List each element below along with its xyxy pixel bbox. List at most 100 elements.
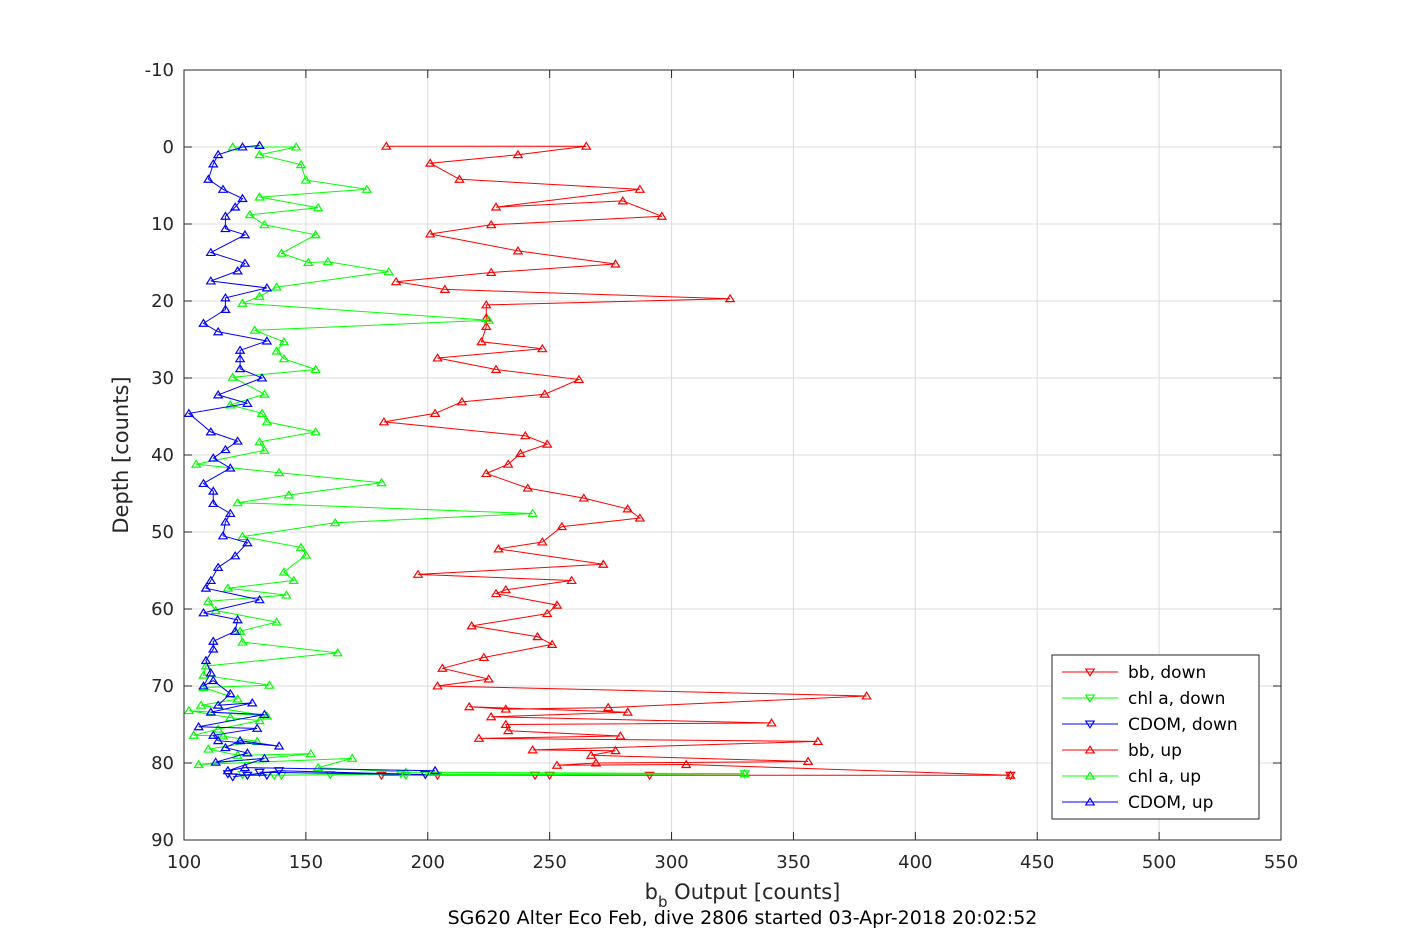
data-point-marker bbox=[456, 396, 468, 406]
data-point-marker bbox=[198, 478, 209, 488]
legend-box bbox=[1051, 654, 1260, 820]
data-point-marker bbox=[644, 771, 655, 781]
legend-swatch-marker bbox=[1084, 745, 1096, 754]
data-point-marker bbox=[217, 530, 229, 540]
y-tick-label: 70 bbox=[151, 676, 174, 697]
data-point-marker bbox=[254, 192, 265, 201]
data-point-marker bbox=[229, 626, 241, 635]
data-point-marker bbox=[500, 704, 512, 713]
data-point-marker bbox=[278, 353, 290, 363]
legend-label: bb, up bbox=[1128, 741, 1182, 761]
data-point-marker bbox=[476, 336, 487, 346]
data-point-marker bbox=[242, 771, 253, 781]
data-point-marker bbox=[383, 266, 395, 276]
data-point-marker bbox=[198, 682, 209, 692]
data-point-marker bbox=[424, 229, 436, 238]
data-point-marker bbox=[254, 594, 265, 604]
data-point-marker bbox=[329, 517, 341, 527]
y-tick-label: 90 bbox=[151, 830, 174, 851]
legend-item[interactable]: chl a, up bbox=[1062, 767, 1201, 787]
data-point-marker bbox=[303, 257, 314, 267]
series-line bbox=[187, 145, 436, 772]
data-point-marker bbox=[212, 390, 224, 399]
data-point-marker bbox=[622, 503, 633, 513]
data-point-marker bbox=[276, 248, 287, 257]
x-tick-label: 300 bbox=[654, 852, 688, 873]
data-point-marker bbox=[615, 731, 626, 740]
legend-item[interactable]: CDOM, up bbox=[1062, 793, 1213, 813]
series-cdom-down bbox=[222, 767, 431, 782]
y-tick-label: 10 bbox=[151, 214, 174, 235]
x-tick-label: 500 bbox=[1142, 852, 1176, 873]
data-point-marker bbox=[259, 709, 270, 719]
data-point-marker bbox=[256, 373, 268, 382]
data-point-marker bbox=[610, 259, 621, 268]
axis-ticks: 100 150 200 250 300 350 400 450 500 550 -10 0 10 20 30… bbox=[145, 60, 1299, 873]
data-point-marker bbox=[439, 284, 451, 293]
data-point-marker bbox=[229, 550, 241, 560]
data-point-marker bbox=[222, 765, 234, 775]
data-point-marker bbox=[512, 149, 524, 159]
data-point-marker bbox=[273, 467, 285, 477]
data-point-marker bbox=[242, 398, 253, 407]
data-point-marker bbox=[225, 508, 236, 518]
data-point-marker bbox=[198, 681, 209, 690]
data-point-marker bbox=[203, 596, 214, 605]
data-point-marker bbox=[481, 321, 492, 330]
grid-lines bbox=[183, 69, 1282, 841]
x-tick-label: 150 bbox=[289, 852, 323, 873]
data-point-marker bbox=[527, 508, 538, 518]
data-point-marker bbox=[483, 674, 495, 683]
data-point-marker bbox=[254, 715, 265, 725]
data-point-marker bbox=[802, 756, 814, 765]
legend[interactable]: bb, down chl a, down CDOM, down bb, up chl a… bbox=[1051, 654, 1260, 820]
data-point-marker bbox=[522, 483, 534, 492]
legend-label: chl a, down bbox=[1128, 689, 1225, 709]
data-point-marker bbox=[483, 315, 495, 324]
data-point-marker bbox=[288, 575, 299, 585]
series-line bbox=[227, 770, 426, 778]
legend-label: CDOM, up bbox=[1128, 793, 1213, 813]
legend-item[interactable]: chl a, down bbox=[1062, 689, 1225, 709]
data-point-marker bbox=[225, 688, 236, 698]
data-point-marker bbox=[598, 559, 609, 568]
data-point-marker bbox=[198, 318, 209, 327]
data-point-marker bbox=[227, 372, 239, 381]
data-point-marker bbox=[239, 258, 251, 267]
data-point-marker bbox=[264, 680, 275, 689]
legend-item[interactable]: bb, up bbox=[1062, 741, 1182, 761]
data-point-marker bbox=[271, 282, 282, 291]
data-point-marker bbox=[259, 219, 270, 229]
legend-label: bb, down bbox=[1128, 663, 1206, 683]
data-point-marker bbox=[254, 291, 265, 300]
data-point-marker bbox=[198, 670, 209, 679]
data-point-marker bbox=[205, 276, 217, 285]
data-point-marker bbox=[539, 389, 551, 398]
y-tick-label: 30 bbox=[151, 368, 174, 389]
data-point-marker bbox=[232, 614, 243, 624]
data-point-marker bbox=[205, 707, 217, 716]
data-point-marker bbox=[200, 583, 212, 592]
legend-label: CDOM, down bbox=[1128, 715, 1238, 735]
data-point-marker bbox=[220, 304, 231, 314]
data-point-marker bbox=[212, 562, 224, 571]
data-point-marker bbox=[520, 430, 531, 440]
legend-item[interactable]: CDOM, down bbox=[1062, 715, 1238, 735]
data-point-marker bbox=[195, 700, 207, 709]
data-point-marker bbox=[217, 731, 229, 740]
data-point-marker bbox=[271, 617, 282, 626]
data-point-marker bbox=[239, 229, 251, 239]
data-point-marker bbox=[254, 140, 265, 149]
data-point-marker bbox=[203, 744, 214, 753]
data-point-marker bbox=[205, 426, 217, 436]
data-point-marker bbox=[220, 293, 231, 302]
data-point-marker bbox=[381, 141, 392, 150]
data-point-marker bbox=[207, 159, 219, 168]
data-point-marker bbox=[300, 175, 312, 184]
data-point-marker bbox=[234, 735, 246, 745]
legend-item[interactable]: bb, down bbox=[1062, 663, 1206, 683]
data-point-marker bbox=[212, 700, 224, 709]
data-point-marker bbox=[537, 537, 548, 546]
legend-swatch-marker bbox=[1084, 668, 1096, 677]
